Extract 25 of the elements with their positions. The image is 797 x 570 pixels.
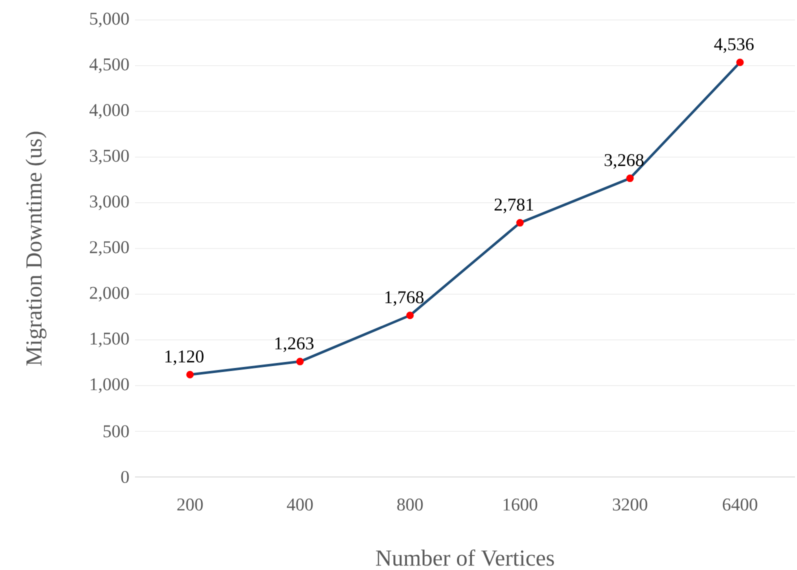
y-axis-title: Migration Downtime (us) [26,132,46,366]
data-label: 3,268 [604,154,644,169]
y-tick-label: 3,000 [90,195,129,210]
y-tick-label: 500 [104,425,129,438]
data-label: 1,263 [275,337,314,352]
data-label: 4,536 [714,38,754,53]
data-label: 2,781 [494,198,534,214]
x-tick-label: 6400 [722,498,758,511]
x-tick-label: 200 [177,498,203,511]
y-tick-label: 5,000 [90,12,129,28]
y-tick-label: 4,500 [89,58,129,74]
y-tick-label: 3,500 [90,150,129,164]
x-tick-label: 3200 [612,498,648,511]
y-tick-label: 2,000 [90,286,129,302]
data-label: 1,120 [165,350,204,366]
y-tick-label: 0 [121,470,129,484]
data-label: 1,768 [385,291,424,306]
x-tick-label: 1600 [504,498,538,511]
y-tick-label: 2,500 [90,241,129,256]
y-tick-label: 1,000 [90,378,129,393]
y-tick-label: 4,000 [89,104,129,119]
x-tick-label: 400 [286,498,313,511]
x-tick-label: 800 [397,498,423,511]
x-axis-title: Number of Vertices [376,549,554,566]
y-tick-label: 1,500 [90,332,129,348]
